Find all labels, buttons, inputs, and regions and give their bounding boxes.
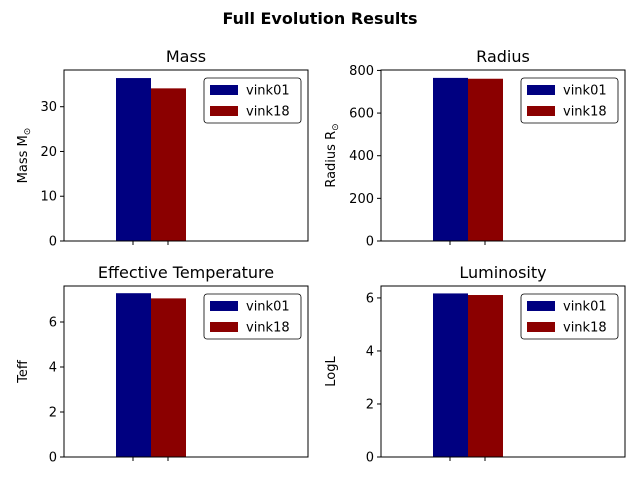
legend-swatch-vink18	[210, 106, 238, 116]
y-tick-label: 200	[349, 192, 374, 207]
legend-label-vink18: vink18	[246, 105, 290, 120]
legend-label-vink01: vink01	[246, 300, 290, 315]
y-axis-label-subscript: ⊙	[23, 128, 33, 136]
subplot-0: Mass 0 10 20 30 Mass M⊙ vink01 vink18	[16, 47, 309, 250]
legend-swatch-vink01	[527, 301, 555, 311]
y-tick-label: 0	[49, 451, 57, 466]
bar-vink18	[468, 78, 503, 241]
axes-title: Radius	[476, 47, 530, 66]
subplot-2: Effective Temperature 0 2 4 6 Teff vink01 vink1…	[16, 263, 309, 466]
bar-vink01	[433, 77, 468, 241]
y-tick-label: 10	[40, 190, 57, 205]
y-tick-label: 6	[49, 316, 57, 331]
y-tick-label: 20	[40, 145, 57, 160]
axes-title: Effective Temperature	[98, 263, 274, 282]
y-tick-label: 0	[366, 235, 374, 250]
y-tick-label: 4	[366, 344, 374, 359]
y-axis-label: Teff	[16, 359, 31, 384]
legend-swatch-vink18	[527, 106, 555, 116]
bar-vink18	[468, 295, 503, 457]
y-tick-label: 4	[49, 361, 57, 376]
axes-frame	[380, 285, 626, 458]
legend-label-vink18: vink18	[563, 321, 607, 336]
y-axis-label: LogL	[324, 356, 339, 387]
y-tick-label: 400	[349, 149, 374, 164]
legend-swatch-vink01	[210, 301, 238, 311]
y-tick-label: 0	[366, 451, 374, 466]
legend-label-vink01: vink01	[563, 300, 607, 315]
y-tick-label: 6	[366, 291, 374, 306]
y-axis-label-subscript: ⊙	[331, 123, 341, 131]
subplot-3: Luminosity 0 2 4 6 LogL vink01 vink18	[324, 263, 626, 466]
bar-vink18	[151, 298, 186, 457]
legend-swatch-vink18	[210, 322, 238, 332]
figure-suptitle: Full Evolution Results	[222, 9, 417, 28]
y-axis-label: Radius R⊙	[324, 123, 341, 187]
legend-swatch-vink18	[527, 322, 555, 332]
axes-frame	[63, 285, 309, 458]
y-tick-label: 2	[49, 406, 57, 421]
y-tick-label: 30	[40, 100, 57, 115]
axes-title: Mass	[166, 47, 206, 66]
bar-vink18	[151, 88, 186, 242]
y-tick-label: 600	[349, 107, 374, 122]
legend-swatch-vink01	[210, 85, 238, 95]
legend-label-vink18: vink18	[563, 105, 607, 120]
bar-vink01	[116, 78, 151, 242]
y-tick-label: 0	[49, 235, 57, 250]
legend-label-vink01: vink01	[563, 84, 607, 99]
legend-label-vink18: vink18	[246, 321, 290, 336]
y-tick-label: 800	[349, 64, 374, 79]
legend-swatch-vink01	[527, 85, 555, 95]
y-axis-label: Mass M⊙	[16, 128, 33, 184]
axes-title: Luminosity	[459, 263, 546, 282]
bar-vink01	[116, 293, 151, 457]
legend-label-vink01: vink01	[246, 84, 290, 99]
y-tick-label: 2	[366, 397, 374, 412]
axes-frame	[63, 69, 309, 242]
bar-vink01	[433, 293, 468, 457]
subplot-1: Radius 0 200 400 600 800 Radius R⊙ vink01 vink18	[324, 47, 626, 250]
